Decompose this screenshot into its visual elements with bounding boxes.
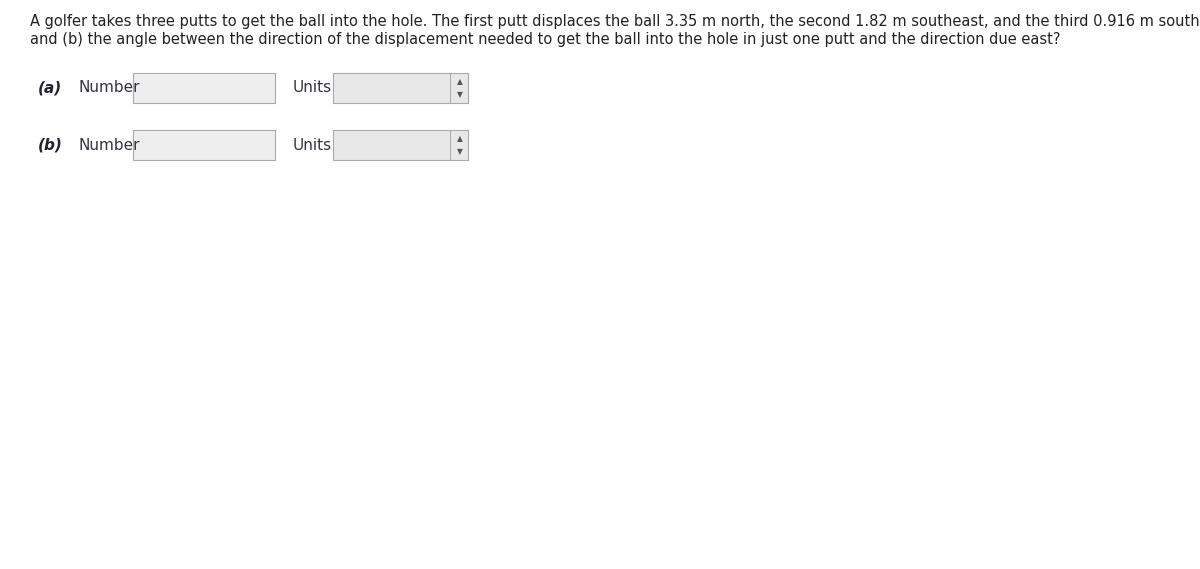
Text: A golfer takes three putts to get the ball into the hole. The first putt displac: A golfer takes three putts to get the ba…	[30, 14, 1200, 29]
Text: ▲: ▲	[457, 134, 463, 143]
Text: (a): (a)	[38, 80, 62, 96]
Text: ▲: ▲	[457, 77, 463, 86]
Text: Units: Units	[293, 138, 332, 152]
Text: Number: Number	[78, 138, 139, 152]
Text: ▼: ▼	[457, 147, 463, 156]
Text: (b): (b)	[38, 138, 62, 152]
Text: Units: Units	[293, 80, 332, 96]
Text: ▼: ▼	[457, 90, 463, 99]
Text: and (b) the angle between the direction of the displacement needed to get the ba: and (b) the angle between the direction …	[30, 32, 1061, 47]
Text: Number: Number	[78, 80, 139, 96]
